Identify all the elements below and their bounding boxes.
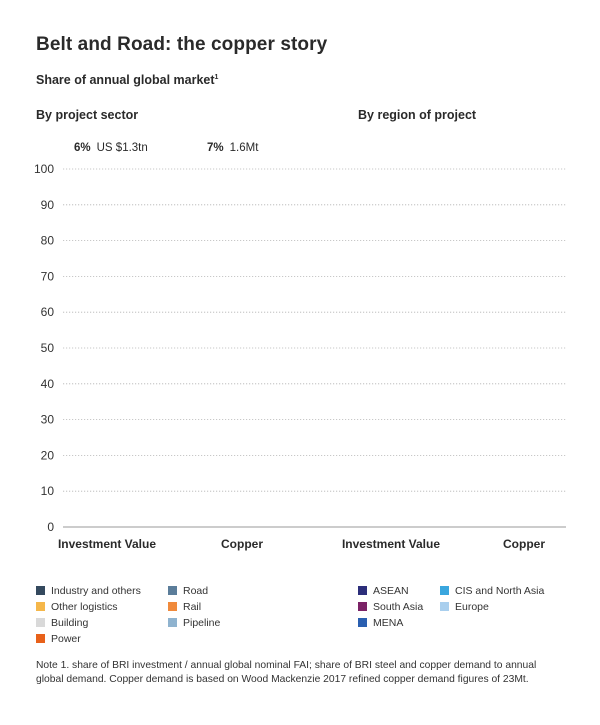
legend-label: MENA [373,617,404,629]
region-legend-item: Europe [440,600,489,614]
sector-legend-item: Pipeline [168,616,220,630]
sector-legend-item: Road [168,584,208,598]
y-tick-label: 90 [41,198,55,212]
footnote: Note 1. share of BRI investment / annual… [36,660,537,685]
sector-legend-item: Industry and others [36,584,141,598]
x-label-sector-investment: Investment Value [57,537,157,551]
chart-plot: 0 10 20 30 40 50 60 70 80 90 100 [34,162,566,534]
y-tick-label: 0 [47,520,54,534]
y-tick-label: 50 [41,341,55,355]
y-tick-label: 70 [41,269,55,283]
legend-swatch [358,602,367,611]
subtitle-text: Share of annual global market [36,73,215,87]
footnote-mark: 1 [214,73,219,81]
legend-swatch [168,602,177,611]
legend-swatch [36,586,45,595]
grid-lines [63,168,566,528]
sector-legend-item: Other logistics [36,600,118,614]
legend-label: Building [51,617,89,629]
sector-legend-item: Building [36,616,88,630]
sector-legend-item: Rail [168,600,201,614]
region-legend-item: CIS and North Asia [440,584,544,598]
chart-title: Belt and Road: the copper story [36,34,328,55]
panel-heading-region: By region of project [358,108,477,122]
legend-swatch [440,586,449,595]
chart-subtitle: Share of annual global market1 [36,73,218,87]
legend-swatch [36,634,45,643]
legend-swatch [358,586,367,595]
sector-legend-item: Power [36,632,81,646]
total-copper-value: 1.6Mt [229,142,259,154]
panel-heading-sector: By project sector [36,108,139,122]
x-label-sector-copper: Copper [221,537,263,551]
total-copper-pct: 7% [207,142,224,154]
total-investment-pct: 6% [74,142,91,154]
x-label-region-investment: Investment Value [341,537,441,551]
y-axis-ticks: 0 10 20 30 40 50 60 70 80 90 100 [34,162,54,534]
legend-label: Other logistics [51,601,118,613]
legend-label: Industry and others [51,585,141,597]
y-tick-label: 30 [41,413,55,427]
legend-label: South Asia [373,601,424,613]
region-legend-item: MENA [358,616,403,630]
legend-swatch [36,618,45,627]
region-legend-item: South Asia [358,600,423,614]
legend-swatch [36,602,45,611]
legend-label: Power [51,633,81,645]
x-label-region-copper: Copper [503,537,545,551]
legend-label: Road [183,585,209,597]
total-investment-value: US $1.3tn [96,142,148,154]
total-investment: 6% US $1.3tn [74,142,148,154]
y-tick-label: 80 [41,234,55,248]
legend-label: CIS and North Asia [455,585,545,597]
total-copper: 7% 1.6Mt [207,142,258,154]
legend-label: ASEAN [373,585,409,597]
legend-swatch [358,618,367,627]
legend-swatch [168,586,177,595]
legend-swatch [168,618,177,627]
legend-label: Europe [455,601,489,613]
y-tick-label: 100 [34,162,54,176]
y-tick-label: 10 [41,484,55,498]
y-tick-label: 60 [41,305,55,319]
legend-swatch [440,602,449,611]
legend-label: Rail [183,601,202,613]
y-tick-label: 40 [41,377,55,391]
y-tick-label: 20 [41,448,55,462]
region-legend-item: ASEAN [358,584,409,598]
legend-label: Pipeline [183,617,221,629]
